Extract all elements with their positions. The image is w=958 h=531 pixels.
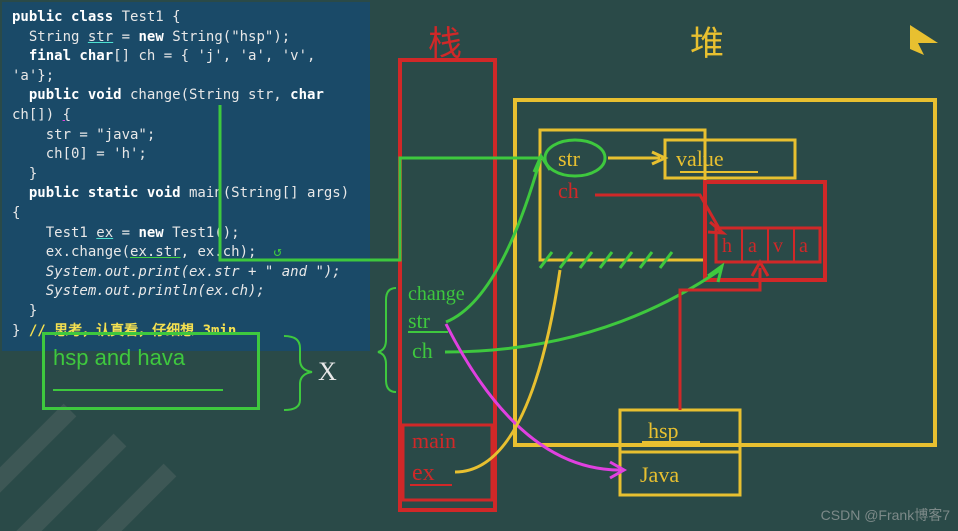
code-line: str = "java"; xyxy=(12,126,360,146)
code-line: public class Test1 { xyxy=(12,8,360,28)
svg-text:Java: Java xyxy=(640,462,679,487)
code-line: String str = new String("hsp"); xyxy=(12,28,360,48)
stack-box xyxy=(400,60,495,510)
cursor-arrow-icon xyxy=(910,25,938,55)
str-circle xyxy=(545,140,605,176)
string-pool-box xyxy=(620,410,740,495)
code-line: } xyxy=(12,165,360,185)
value-box xyxy=(665,140,795,178)
heap-box xyxy=(515,100,935,445)
result-text: hsp and hava xyxy=(53,345,185,370)
code-line: System.out.println(ex.ch); xyxy=(12,282,360,302)
result-output-box: hsp and hava xyxy=(42,332,260,410)
svg-text:hsp: hsp xyxy=(648,418,679,443)
svg-text:v: v xyxy=(773,235,783,257)
code-line: public static void main(String[] args) { xyxy=(12,184,360,223)
svg-text:value: value xyxy=(676,146,724,171)
svg-text:ch: ch xyxy=(558,178,579,203)
code-line: final char[] ch = { 'j', 'a', 'v', 'a'}; xyxy=(12,47,360,86)
svg-text:a: a xyxy=(799,235,808,257)
code-line: } xyxy=(12,302,360,322)
code-line: ex.change(ex.str, ex.ch); ↺ xyxy=(12,243,360,263)
svg-text:ex: ex xyxy=(412,460,435,486)
svg-text:str: str xyxy=(558,146,581,171)
change-frame-label: change xyxy=(408,283,465,305)
heap-title-label: 堆 xyxy=(690,26,724,63)
watermark-stripes xyxy=(0,410,170,531)
stack-title-label: 栈 xyxy=(428,25,462,63)
code-line: System.out.print(ex.str + " and "); xyxy=(12,263,360,283)
svg-text:a: a xyxy=(748,235,757,257)
separator-hatching xyxy=(540,252,672,268)
code-line: public void change(String str, char ch[]… xyxy=(12,86,360,125)
code-snippet-panel: public class Test1 { String str = new St… xyxy=(2,2,370,351)
value-wrapper-box xyxy=(705,182,825,280)
code-line: ch[0] = 'h'; xyxy=(12,145,360,165)
code-line: Test1 ex = new Test1(); xyxy=(12,224,360,244)
char-array-box xyxy=(716,228,820,262)
x-mark: X xyxy=(318,357,337,386)
svg-text:h: h xyxy=(722,235,732,257)
svg-text:ch: ch xyxy=(412,338,433,363)
watermark-text: CSDN @Frank博客7 xyxy=(821,505,950,525)
svg-text:main: main xyxy=(412,428,456,453)
svg-text:str: str xyxy=(408,308,431,333)
main-frame-box xyxy=(403,425,492,500)
object-box xyxy=(540,130,705,260)
